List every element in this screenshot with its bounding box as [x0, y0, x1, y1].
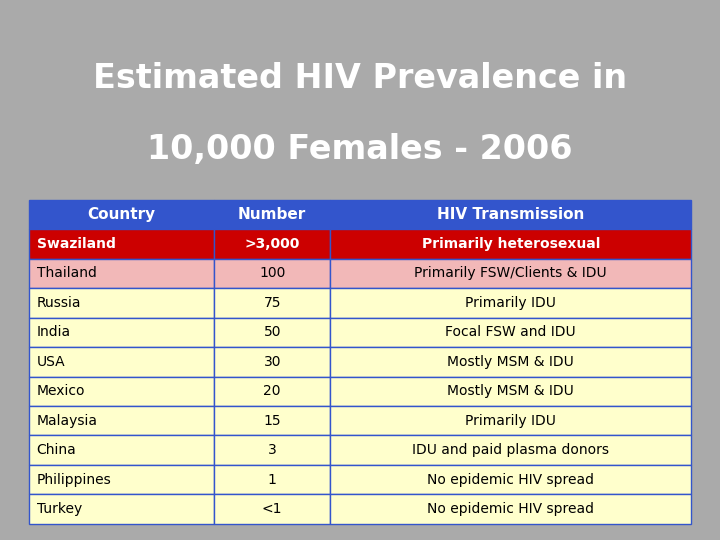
- Bar: [215, 376, 330, 406]
- Bar: [215, 230, 330, 259]
- Text: No epidemic HIV spread: No epidemic HIV spread: [427, 472, 594, 487]
- Bar: [215, 347, 330, 376]
- Text: Mexico: Mexico: [37, 384, 85, 399]
- Bar: [330, 259, 691, 288]
- Text: Primarily IDU: Primarily IDU: [465, 296, 556, 310]
- Bar: [330, 288, 691, 318]
- Bar: [29, 435, 215, 465]
- Text: 20: 20: [264, 384, 281, 399]
- Bar: [29, 259, 215, 288]
- Bar: [330, 435, 691, 465]
- Bar: [215, 435, 330, 465]
- Bar: [330, 318, 691, 347]
- Text: Malaysia: Malaysia: [37, 414, 98, 428]
- Bar: [330, 200, 691, 230]
- Bar: [29, 376, 215, 406]
- Bar: [215, 494, 330, 524]
- Bar: [215, 200, 330, 230]
- Bar: [330, 347, 691, 376]
- Text: 100: 100: [259, 266, 285, 280]
- Text: IDU and paid plasma donors: IDU and paid plasma donors: [412, 443, 609, 457]
- Bar: [29, 494, 215, 524]
- Bar: [29, 200, 215, 230]
- Text: Country: Country: [87, 207, 156, 222]
- Bar: [215, 318, 330, 347]
- Bar: [330, 406, 691, 435]
- Bar: [215, 288, 330, 318]
- Text: USA: USA: [37, 355, 66, 369]
- Bar: [330, 230, 691, 259]
- Text: Primarily IDU: Primarily IDU: [465, 414, 556, 428]
- Text: Estimated HIV Prevalence in: Estimated HIV Prevalence in: [93, 62, 627, 95]
- Text: 1: 1: [268, 472, 276, 487]
- Bar: [29, 465, 215, 494]
- Text: Number: Number: [238, 207, 306, 222]
- Bar: [330, 376, 691, 406]
- Text: Russia: Russia: [37, 296, 81, 310]
- Text: No epidemic HIV spread: No epidemic HIV spread: [427, 502, 594, 516]
- Text: 30: 30: [264, 355, 281, 369]
- Text: Philippines: Philippines: [37, 472, 112, 487]
- Text: Thailand: Thailand: [37, 266, 96, 280]
- Text: 75: 75: [264, 296, 281, 310]
- Bar: [29, 230, 215, 259]
- Bar: [215, 465, 330, 494]
- Text: 3: 3: [268, 443, 276, 457]
- Text: >3,000: >3,000: [245, 237, 300, 251]
- Text: Primarily heterosexual: Primarily heterosexual: [421, 237, 600, 251]
- Text: Focal FSW and IDU: Focal FSW and IDU: [446, 325, 576, 339]
- Text: India: India: [37, 325, 71, 339]
- Text: 15: 15: [264, 414, 281, 428]
- Bar: [330, 465, 691, 494]
- Text: <1: <1: [262, 502, 282, 516]
- Bar: [29, 406, 215, 435]
- Bar: [330, 494, 691, 524]
- Text: 10,000 Females - 2006: 10,000 Females - 2006: [148, 133, 572, 166]
- Text: Mostly MSM & IDU: Mostly MSM & IDU: [447, 384, 574, 399]
- Bar: [215, 259, 330, 288]
- Text: Mostly MSM & IDU: Mostly MSM & IDU: [447, 355, 574, 369]
- Bar: [29, 288, 215, 318]
- Text: 50: 50: [264, 325, 281, 339]
- Bar: [215, 406, 330, 435]
- Text: Turkey: Turkey: [37, 502, 82, 516]
- Bar: [29, 347, 215, 376]
- Text: China: China: [37, 443, 76, 457]
- Text: Swaziland: Swaziland: [37, 237, 116, 251]
- Text: HIV Transmission: HIV Transmission: [437, 207, 585, 222]
- Text: Primarily FSW/Clients & IDU: Primarily FSW/Clients & IDU: [415, 266, 607, 280]
- Bar: [29, 318, 215, 347]
